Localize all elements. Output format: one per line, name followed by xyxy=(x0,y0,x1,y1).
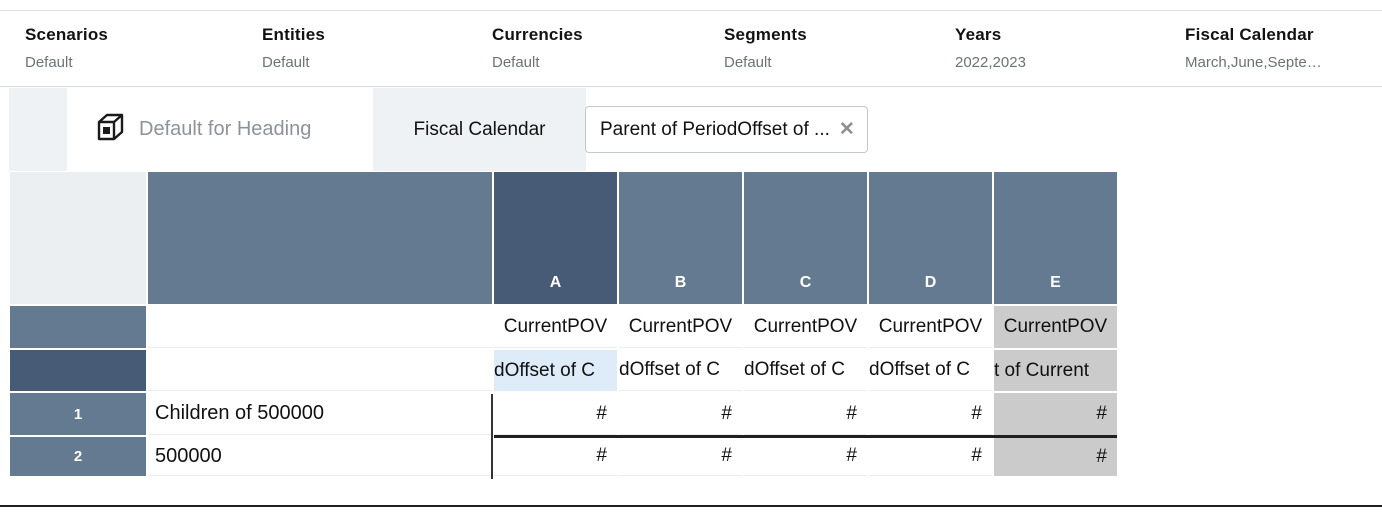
selection-bottom-border xyxy=(494,435,1117,438)
pov-value[interactable]: 2022,2023 xyxy=(955,54,1026,71)
column-header-b[interactable]: B xyxy=(619,172,742,304)
header-cell[interactable]: CurrentPOV xyxy=(744,306,867,348)
header-cell[interactable]: CurrentPOV xyxy=(619,306,742,348)
pov-item-years[interactable]: Years 2022,2023 xyxy=(955,25,1026,71)
data-grid: A B C D E CurrentPOV CurrentPOV CurrentP… xyxy=(10,172,1117,476)
row-dimension-header[interactable] xyxy=(148,172,492,304)
data-cell-b1[interactable]: # xyxy=(619,393,742,435)
pov-value[interactable]: Default xyxy=(492,54,540,71)
tab-default-heading[interactable]: Default for Heading xyxy=(69,88,371,171)
pov-label: Segments xyxy=(724,25,807,44)
header-cell[interactable]: dOffset of C xyxy=(744,350,867,391)
header-cell[interactable]: dOffset of C xyxy=(869,350,992,391)
data-cell-c2[interactable]: # xyxy=(744,437,867,476)
header-row1-handle[interactable] xyxy=(10,306,146,348)
chip-close-icon[interactable]: ✕ xyxy=(838,119,855,140)
top-divider xyxy=(0,10,1382,11)
row-label[interactable]: 500000 xyxy=(148,437,492,476)
data-cell-c1[interactable]: # xyxy=(744,393,867,435)
pov-label: Scenarios xyxy=(25,25,109,44)
header-row1-label-cell[interactable] xyxy=(148,306,492,348)
pov-value[interactable]: Default xyxy=(262,54,310,71)
column-header-a[interactable]: A xyxy=(494,172,617,304)
pov-value[interactable]: Default xyxy=(724,54,772,71)
grid-corner-cell[interactable] xyxy=(10,172,146,304)
header-cell[interactable]: dOffset of C xyxy=(619,350,742,391)
data-cell-b2[interactable]: # xyxy=(619,437,742,476)
header-row2-label-cell[interactable] xyxy=(148,350,492,391)
data-cell-d2[interactable]: # xyxy=(869,437,992,476)
pov-label: Fiscal Calendar xyxy=(1185,25,1314,44)
pov-item-scenarios[interactable]: Scenarios Default xyxy=(25,25,108,71)
column-header-e[interactable]: E xyxy=(994,172,1117,304)
row-number[interactable]: 1 xyxy=(10,393,146,435)
pov-label: Currencies xyxy=(492,25,583,44)
cube-icon xyxy=(95,112,126,148)
pov-value[interactable]: Default xyxy=(25,54,73,71)
data-cell-e2[interactable]: # xyxy=(994,437,1117,476)
chip-label: Parent of PeriodOffset of ... xyxy=(600,118,830,140)
header-cell[interactable]: CurrentPOV xyxy=(869,306,992,348)
data-cell-a2[interactable]: # xyxy=(494,437,617,476)
pov-item-fiscal-calendar[interactable]: Fiscal Calendar March,June,Septe… xyxy=(1185,25,1322,71)
column-header-c[interactable]: C xyxy=(744,172,867,304)
column-header-d[interactable]: D xyxy=(869,172,992,304)
header-cell[interactable]: CurrentPOV xyxy=(994,306,1117,348)
selection-left-border xyxy=(491,394,493,479)
data-cell-a1[interactable]: # xyxy=(494,393,617,435)
pov-item-segments[interactable]: Segments Default xyxy=(724,25,807,71)
data-cell-d1[interactable]: # xyxy=(869,393,992,435)
tab-fiscal-calendar[interactable]: Fiscal Calendar xyxy=(373,88,586,171)
data-cell-e1[interactable]: # xyxy=(994,393,1117,435)
header-row2-handle[interactable] xyxy=(10,350,146,391)
pov-label: Entities xyxy=(262,25,326,44)
row-label[interactable]: Children of 500000 xyxy=(148,393,492,435)
header-cell-selected[interactable]: dOffset of C xyxy=(494,350,617,391)
heading-tab-label: Default for Heading xyxy=(139,118,312,140)
bottom-divider xyxy=(0,505,1382,507)
tab-strip-spacer xyxy=(9,88,67,171)
tab-strip: Default for Heading Fiscal Calendar Pare… xyxy=(0,88,1382,171)
pov-label: Years xyxy=(955,25,1002,44)
pov-value[interactable]: March,June,Septe… xyxy=(1185,54,1322,71)
member-filter-chip[interactable]: Parent of PeriodOffset of ... ✕ xyxy=(585,106,868,153)
header-cell[interactable]: t of Current xyxy=(994,350,1117,391)
row-number[interactable]: 2 xyxy=(10,437,146,476)
header-cell[interactable]: CurrentPOV xyxy=(494,306,617,348)
pov-item-entities[interactable]: Entities Default xyxy=(262,25,325,71)
pov-bar: Scenarios Default Entities Default Curre… xyxy=(0,11,1382,87)
pov-item-currencies[interactable]: Currencies Default xyxy=(492,25,583,71)
